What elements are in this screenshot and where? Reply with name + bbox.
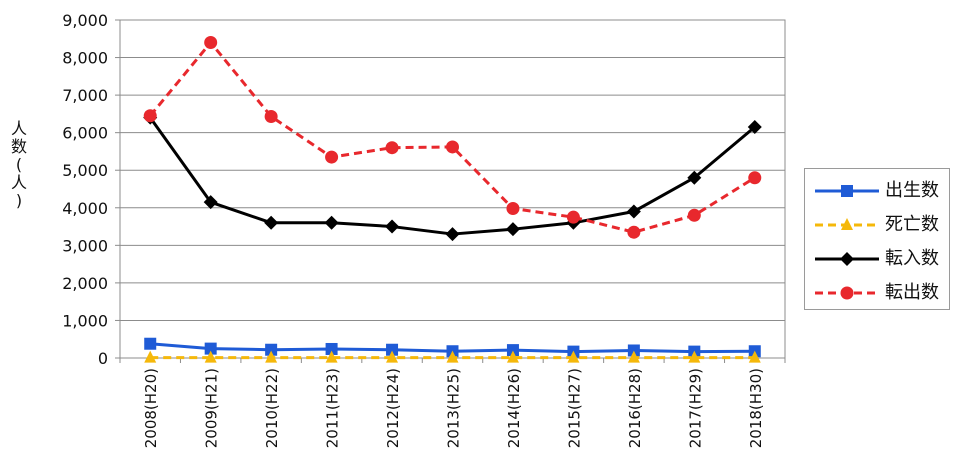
data-point [386, 343, 399, 356]
y-tick-label: 4,000 [62, 199, 108, 218]
y-tick-label: 7,000 [62, 86, 108, 105]
x-tick-label: 2016(H28) [626, 368, 644, 448]
legend-marker [840, 252, 854, 266]
y-tick-label: 1,000 [62, 311, 108, 330]
legend-swatch [815, 218, 879, 230]
data-point [264, 215, 279, 230]
legend-label: 転入数 [885, 248, 939, 269]
data-point [204, 350, 217, 363]
data-point [265, 350, 278, 363]
legend-label: 転出数 [885, 282, 939, 303]
legend-marker [841, 218, 853, 230]
legend-label: 死亡数 [885, 214, 939, 235]
data-point [748, 171, 762, 185]
x-tick-label: 2017(H29) [686, 368, 704, 448]
y-tick-label: 9,000 [62, 11, 108, 30]
legend-item: 転入数 [805, 243, 951, 275]
y-tick-label: 5,000 [62, 161, 108, 180]
data-point [385, 219, 400, 234]
x-tick-label: 2012(H24) [384, 368, 402, 448]
y-tick-label: 3,000 [62, 236, 108, 255]
data-point [627, 350, 640, 363]
data-point [265, 343, 278, 356]
series-line [149, 116, 756, 236]
data-point [203, 195, 218, 210]
x-tick-label: 2010(H22) [263, 368, 281, 448]
data-point [688, 350, 701, 363]
y-tick-label: 6,000 [62, 124, 108, 143]
legend-item: 出生数 [805, 175, 951, 207]
data-point [567, 350, 580, 363]
plot-area [119, 19, 786, 359]
y-tick-label: 2,000 [62, 274, 108, 293]
data-point [143, 109, 157, 123]
data-point [325, 150, 339, 164]
data-point [445, 227, 460, 242]
data-point [627, 225, 641, 239]
chart-legend: 出生数 死亡数 転入数 転出数 [804, 168, 950, 310]
data-point [324, 215, 339, 230]
x-tick-label: 2008(H20) [142, 368, 160, 448]
data-point [626, 204, 641, 219]
x-tick-label: 2013(H25) [445, 368, 463, 448]
legend-marker [841, 185, 853, 197]
data-point [144, 350, 157, 363]
data-point [748, 350, 761, 363]
data-point [505, 222, 520, 237]
y-axis-label-char: ) [15, 191, 23, 210]
x-tick-label: 2018(H30) [747, 368, 765, 448]
x-tick-label: 2009(H21) [203, 368, 221, 448]
x-tick-label: 2015(H27) [565, 368, 583, 448]
data-point [385, 141, 399, 155]
y-axis-label: 人 数 ( 人 ) [8, 120, 30, 210]
y-axis-label-char: 人 [10, 173, 27, 192]
data-point [264, 110, 278, 124]
data-point [325, 350, 338, 363]
data-point [687, 208, 701, 222]
legend-item: 転出数 [805, 277, 951, 309]
x-tick-label: 2011(H23) [324, 368, 342, 448]
x-tick-label: 2014(H26) [505, 368, 523, 448]
legend-label: 出生数 [885, 180, 939, 201]
data-point [446, 350, 459, 363]
y-axis-label-char: 数 [10, 137, 27, 156]
data-point [446, 140, 459, 154]
data-point [386, 350, 399, 363]
data-point [144, 337, 157, 350]
legend-swatch [815, 185, 879, 197]
legend-marker [840, 286, 854, 300]
y-axis-label-char: 人 [10, 119, 27, 138]
data-point [687, 170, 702, 185]
y-axis-label-char: ( [15, 155, 23, 174]
data-point [204, 36, 218, 50]
legend-item: 死亡数 [805, 209, 951, 241]
legend-swatch [815, 286, 879, 300]
data-point [566, 210, 580, 224]
data-point [627, 344, 640, 357]
data-point [506, 350, 519, 363]
data-point [325, 342, 338, 355]
y-tick-label: 0 [98, 349, 108, 368]
y-tick-label: 8,000 [62, 49, 108, 68]
data-point [747, 120, 762, 135]
legend-swatch [815, 252, 879, 266]
series-line [149, 41, 756, 234]
data-point [506, 202, 520, 216]
data-point [204, 342, 217, 355]
data-point [506, 344, 519, 357]
